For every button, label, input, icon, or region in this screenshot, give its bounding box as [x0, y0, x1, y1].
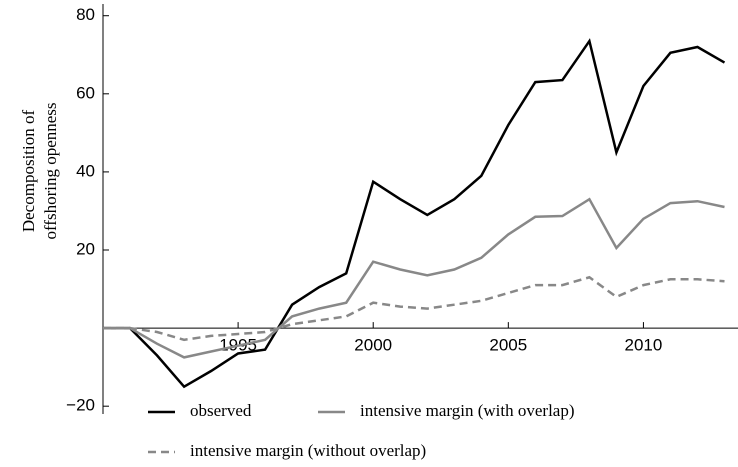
y-tick-label: 60 [76, 83, 95, 102]
legend-label: observed [190, 401, 252, 420]
x-tick-label: 2010 [625, 336, 663, 355]
y-tick-label: 40 [76, 161, 95, 180]
y-axis-label: Decomposition of [19, 110, 38, 233]
x-tick-label: 2005 [489, 336, 527, 355]
series-line [103, 275, 725, 342]
series-line [103, 197, 725, 359]
legend-label: intensive margin (with overlap) [360, 401, 575, 420]
series-line [103, 38, 726, 389]
legend-label: intensive margin (without overlap) [190, 441, 426, 460]
y-axis-label: offshoring openness [41, 102, 60, 239]
y-tick-label: 80 [76, 5, 95, 24]
y-tick-label: −20 [66, 396, 95, 415]
y-tick-label: 20 [76, 239, 95, 258]
x-tick-label: 2000 [354, 336, 392, 355]
